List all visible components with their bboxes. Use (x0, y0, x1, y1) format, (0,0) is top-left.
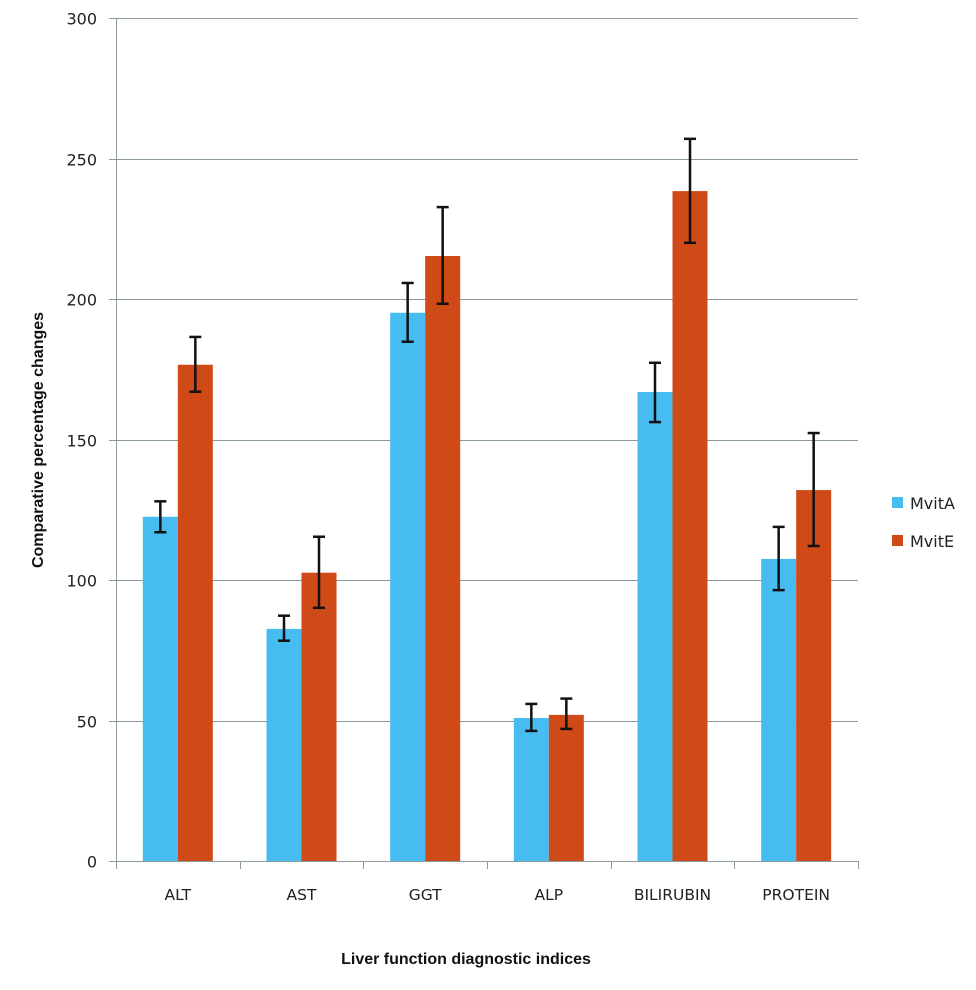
bar-mvita-protein (761, 558, 797, 861)
x-tick-label: PROTEIN (762, 886, 830, 904)
legend-item-mvita: MvitA (892, 494, 955, 513)
x-tick-label: AST (287, 886, 317, 904)
bar-mvite-ast (301, 572, 337, 861)
bar-mvita-ast (266, 628, 302, 861)
x-tick-label: ALP (535, 886, 564, 904)
error-bar (278, 614, 290, 642)
error-bar (684, 137, 696, 245)
error-bar (525, 702, 538, 733)
error-bar (807, 431, 820, 548)
y-tick-label: 300 (66, 10, 97, 29)
y-axis-ticks: 0 50 100 150 200 250 300 (66, 10, 116, 872)
y-axis-title: Comparative percentage changes (30, 312, 47, 568)
bar-mvita-alp (513, 717, 549, 861)
x-tick-label: GGT (409, 886, 442, 904)
bar-mvite-ggt (425, 256, 461, 862)
legend-swatch (892, 497, 903, 508)
axes (116, 18, 858, 869)
error-bar (436, 205, 449, 306)
bar-mvita-alt (142, 516, 178, 861)
gridlines (116, 18, 858, 722)
legend-label: MvitA (910, 494, 955, 513)
error-bars (154, 137, 820, 733)
y-tick-label: 100 (66, 572, 97, 591)
x-axis-ticks: ALT AST GGT ALP BILIRUBIN PROTEIN (116, 861, 859, 904)
y-tick-label: 150 (66, 432, 97, 451)
y-tick-label: 50 (77, 713, 97, 732)
bar-mvite-alp (548, 714, 584, 861)
y-tick-label: 250 (66, 151, 97, 170)
x-axis-title: Liver function diagnostic indices (341, 951, 591, 968)
x-tick-label: BILIRUBIN (634, 886, 711, 904)
bar-mvita-ggt (390, 312, 426, 861)
y-tick-label: 0 (87, 853, 97, 872)
legend-swatch (892, 535, 903, 546)
bar-mvite-bilirubin (672, 191, 708, 861)
x-tick-label: ALT (165, 886, 192, 904)
bar-mvite-protein (796, 490, 832, 861)
error-bar (772, 525, 785, 592)
error-bar (313, 535, 325, 610)
error-bar (649, 361, 661, 424)
bar-mvita-bilirubin (637, 392, 673, 861)
y-tick-label: 200 (66, 291, 97, 310)
error-bar (560, 697, 573, 731)
bar-mvite-alt (177, 364, 213, 861)
legend-item-mvite: MvitE (892, 532, 954, 551)
error-bar (401, 281, 414, 343)
bars (142, 191, 832, 862)
legend: MvitA MvitE (892, 494, 955, 551)
error-bar (154, 500, 167, 534)
legend-label: MvitE (910, 532, 954, 551)
error-bar (189, 335, 202, 393)
